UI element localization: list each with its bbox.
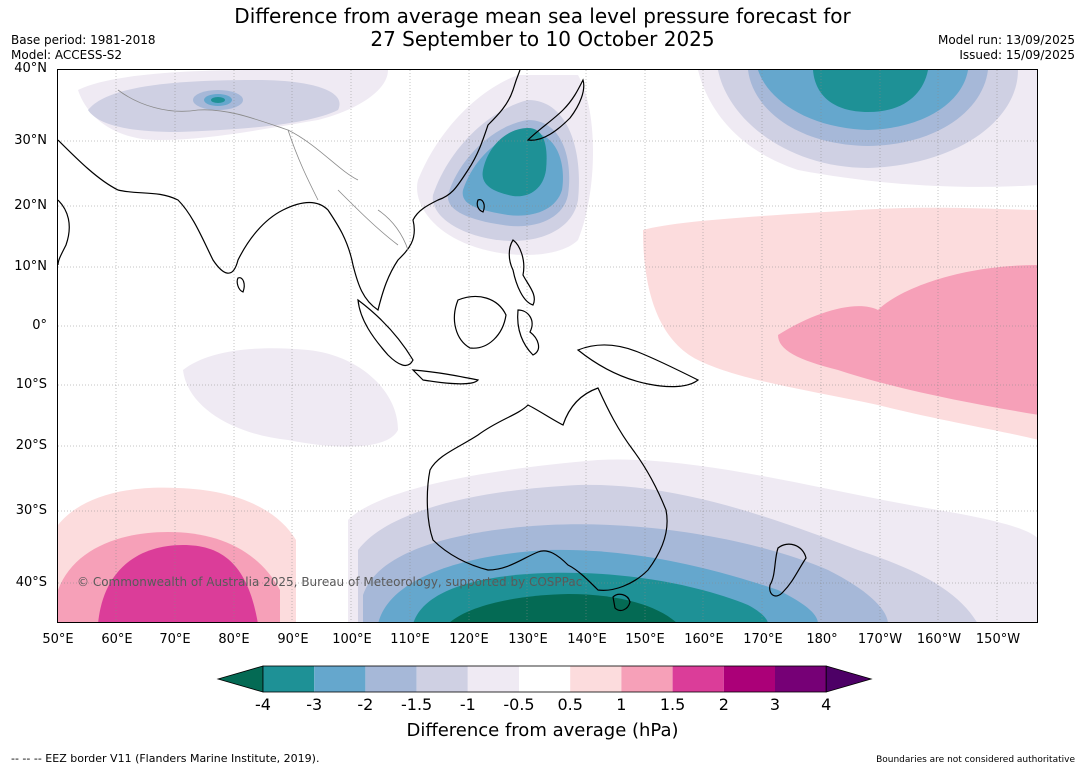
- eez-border-legend: -- -- -- EEZ border V11 (Flanders Marine…: [11, 752, 320, 765]
- colorbar-tick-label: 4: [821, 695, 832, 714]
- colorbar-segment: [621, 666, 673, 692]
- colorbar-segment: [519, 666, 571, 692]
- lon-label-170e: 170°E: [743, 632, 783, 647]
- colorbar-segment: [365, 666, 417, 692]
- japan-coast: [526, 78, 585, 141]
- lon-label-120e: 120°E: [449, 632, 489, 647]
- colorbar-tick-label: 0.5: [557, 695, 583, 714]
- model-name: Model: ACCESS-S2: [11, 48, 123, 62]
- anomaly-low-southern: [183, 348, 1037, 622]
- map-title: Difference from average mean sea level p…: [0, 5, 1085, 51]
- coastlines: [58, 70, 807, 612]
- map-svg: [58, 70, 1037, 622]
- country-borders: [117, 89, 409, 251]
- lon-label-110e: 110°E: [390, 632, 430, 647]
- colorbar-tick-label: -3: [306, 695, 323, 714]
- base-period: Base period: 1981-2018: [11, 33, 156, 47]
- new-guinea-coast: [576, 344, 700, 388]
- copyright-notice: © Commonwealth of Australia 2025, Bureau…: [77, 575, 583, 589]
- lat-label-20s: 20°S: [15, 438, 47, 453]
- colorbar-tick-label: 3: [769, 695, 781, 714]
- title-line-1: Difference from average mean sea level p…: [234, 4, 851, 28]
- lat-label-40n: 40°N: [14, 61, 47, 76]
- lat-label-10n: 10°N: [14, 259, 47, 274]
- colorbar: [216, 665, 873, 693]
- anomaly-high-pacific: [643, 207, 1037, 440]
- lon-label-170w: 170°W: [857, 632, 903, 647]
- lat-label-10s: 10°S: [15, 377, 47, 392]
- taiwan-coast: [476, 199, 485, 213]
- meta-left: Base period: 1981-2018 Model: ACCESS-S2: [11, 33, 156, 63]
- colorbar-tick-label: -4: [255, 695, 271, 714]
- model-run: Model run: 13/09/2025: [937, 33, 1075, 47]
- lon-label-180: 180°: [806, 632, 838, 647]
- lon-label-140e: 140°E: [567, 632, 607, 647]
- lat-label-20n: 20°N: [14, 198, 47, 213]
- anomaly-low-himalaya: [78, 70, 388, 140]
- colorbar-segment: [314, 666, 366, 692]
- colorbar-tick-label: -0.5: [503, 695, 535, 714]
- asia-mainland-coast: [58, 70, 521, 311]
- lon-label-70e: 70°E: [159, 632, 191, 647]
- colorbar-extend-low: [216, 665, 264, 693]
- lon-label-150e: 150°E: [625, 632, 665, 647]
- meta-right: Model run: 13/09/2025 Issued: 15/09/2025: [938, 33, 1075, 63]
- lon-label-160w: 160°W: [916, 632, 962, 647]
- sri-lanka-coast: [236, 277, 245, 293]
- lon-label-150w: 150°W: [975, 632, 1021, 647]
- borneo-coast: [453, 295, 507, 349]
- sumatra-coast: [357, 298, 414, 367]
- colorbar-tick-label: 2: [718, 695, 729, 714]
- colorbar-segment: [775, 666, 827, 692]
- colorbar-tick-label: 1: [616, 695, 627, 714]
- philippines-coast: [508, 239, 535, 306]
- lat-label-30s: 30°S: [15, 503, 47, 518]
- lon-label-130e: 130°E: [508, 632, 548, 647]
- lon-label-60e: 60°E: [101, 632, 133, 647]
- colorbar-extend-high: [825, 665, 873, 693]
- colorbar-segment: [672, 666, 724, 692]
- colorbar-label: Difference from average (hPa): [406, 720, 679, 741]
- australia-coast: [426, 387, 668, 591]
- colorbar-tick-label: -1: [459, 695, 476, 714]
- new-zealand-coast: [769, 543, 807, 597]
- lon-label-80e: 80°E: [218, 632, 250, 647]
- colorbar-tick-label: -1.5: [400, 695, 433, 714]
- lon-label-160e: 160°E: [684, 632, 724, 647]
- colorbar-tick-label: 1.5: [659, 695, 686, 714]
- java-coast: [411, 369, 480, 385]
- anomaly-low-north-pacific: [698, 70, 1037, 187]
- lat-label-0: 0°: [32, 318, 47, 333]
- colorbar-segment: [570, 666, 622, 692]
- colorbar-segment: [416, 666, 468, 692]
- sulawesi-coast: [517, 309, 540, 356]
- colorbar-tick-label: -2: [357, 695, 374, 714]
- anomaly-high-southwest: [58, 487, 296, 622]
- anomaly-low-east-asia: [417, 75, 593, 255]
- lon-label-100e: 100°E: [332, 632, 372, 647]
- title-line-2: 27 September to 10 October 2025: [370, 27, 715, 51]
- colorbar-segment: [723, 666, 775, 692]
- lon-label-90e: 90°E: [277, 632, 309, 647]
- tasmania-coast: [612, 593, 631, 612]
- colorbar-segment: [263, 666, 315, 692]
- issued-date: Issued: 15/09/2025: [959, 48, 1075, 62]
- lat-label-40s: 40°S: [15, 575, 47, 590]
- boundaries-disclaimer: Boundaries are not considered authoritat…: [876, 755, 1075, 765]
- colorbar-segment: [467, 666, 519, 692]
- arabia-coast: [58, 199, 70, 266]
- lat-label-30n: 30°N: [14, 133, 47, 148]
- lon-label-50e: 50°E: [42, 632, 74, 647]
- pressure-anomaly-map: © Commonwealth of Australia 2025, Bureau…: [57, 69, 1038, 623]
